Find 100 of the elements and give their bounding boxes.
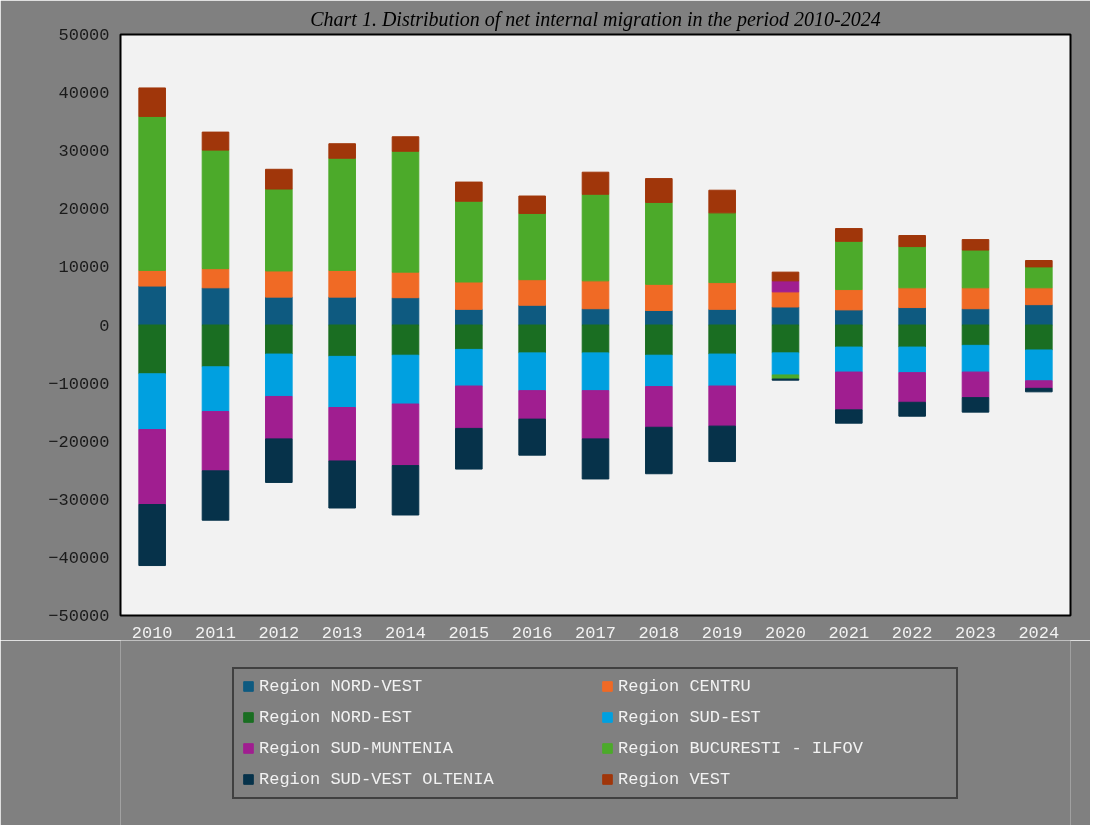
bar <box>898 287 926 309</box>
bar <box>391 354 420 405</box>
bar <box>961 371 990 399</box>
bar <box>898 401 926 417</box>
bar <box>708 425 736 463</box>
bar <box>581 390 610 440</box>
bar <box>265 270 293 298</box>
bar <box>265 438 293 483</box>
bar <box>708 212 736 284</box>
bar <box>835 240 863 291</box>
legend-label: Region VEST <box>618 769 732 789</box>
bar <box>265 353 293 397</box>
bar <box>581 438 610 480</box>
bar <box>961 324 990 346</box>
bar <box>645 201 673 285</box>
bar <box>138 504 166 567</box>
bar <box>961 344 990 373</box>
bar <box>455 324 483 350</box>
bar <box>645 324 673 356</box>
bar <box>645 354 673 388</box>
bar <box>835 228 863 242</box>
y-tick-label: 0 <box>99 316 110 336</box>
x-tick-label: 2016 <box>511 623 553 643</box>
x-tick-label: 2022 <box>891 623 933 643</box>
bar <box>328 355 356 408</box>
bar <box>581 193 610 282</box>
bar <box>265 188 293 272</box>
bar <box>518 195 546 214</box>
bar <box>518 279 546 306</box>
x-tick-label: 2014 <box>385 623 426 643</box>
bar <box>645 386 673 428</box>
y-tick-label: −20000 <box>48 432 110 452</box>
bar <box>518 390 546 420</box>
bar <box>898 346 926 374</box>
bar <box>455 200 483 283</box>
legend-label: Region CENTRU <box>618 676 752 696</box>
bar <box>835 289 863 311</box>
bar <box>961 239 990 251</box>
bar <box>455 427 483 470</box>
bar <box>645 178 673 203</box>
bar <box>518 352 546 392</box>
bar <box>328 143 356 159</box>
bar <box>391 465 420 516</box>
legend-label: Region SUD-VEST OLTENIA <box>259 769 495 789</box>
bar <box>581 324 610 354</box>
bar <box>455 348 483 387</box>
bar <box>138 115 166 271</box>
bar <box>581 171 610 195</box>
bar <box>201 324 230 368</box>
bar <box>961 397 990 413</box>
bar <box>138 269 166 287</box>
bar <box>455 181 483 202</box>
y-tick-label: −40000 <box>48 548 110 568</box>
bar <box>708 324 736 355</box>
bar <box>581 352 610 392</box>
bar <box>898 372 926 403</box>
bar <box>771 352 800 376</box>
bar <box>771 271 800 282</box>
bar <box>455 385 483 429</box>
bar <box>1025 387 1053 393</box>
bar <box>201 411 230 472</box>
bar <box>835 346 863 373</box>
bar <box>328 296 356 326</box>
x-tick-label: 2013 <box>321 623 363 643</box>
bar <box>771 324 800 354</box>
bar <box>138 429 166 506</box>
bar <box>328 407 356 462</box>
x-tick-label: 2021 <box>828 623 870 643</box>
y-tick-label: 40000 <box>58 84 110 104</box>
x-tick-label: 2012 <box>258 623 300 643</box>
y-tick-label: −30000 <box>48 490 110 510</box>
bar <box>771 280 800 293</box>
bar <box>898 246 926 289</box>
bar <box>1025 324 1053 351</box>
bar <box>328 460 356 509</box>
x-tick-label: 2010 <box>131 623 173 643</box>
bar <box>265 296 293 326</box>
x-tick-label: 2024 <box>1018 623 1060 643</box>
x-tick-label: 2011 <box>195 623 236 643</box>
bar <box>898 235 926 248</box>
bar <box>201 287 230 326</box>
x-tick-label: 2020 <box>765 623 806 643</box>
bar <box>455 281 483 310</box>
bar <box>708 282 736 310</box>
bar <box>328 157 356 271</box>
legend-label: Region NORD-EST <box>259 707 414 727</box>
bar <box>138 285 166 326</box>
bar <box>581 280 610 310</box>
bar <box>391 297 420 326</box>
bar <box>138 324 166 375</box>
bar <box>391 271 420 299</box>
bar <box>201 470 230 521</box>
bar <box>645 426 673 475</box>
bar <box>518 418 546 456</box>
y-tick-label: −10000 <box>48 374 110 394</box>
bar <box>1025 287 1053 306</box>
bar <box>201 131 230 151</box>
y-tick-label: −50000 <box>48 607 110 626</box>
legend-label: Region SUD-MUNTENIA <box>259 738 454 758</box>
bar <box>835 371 863 411</box>
